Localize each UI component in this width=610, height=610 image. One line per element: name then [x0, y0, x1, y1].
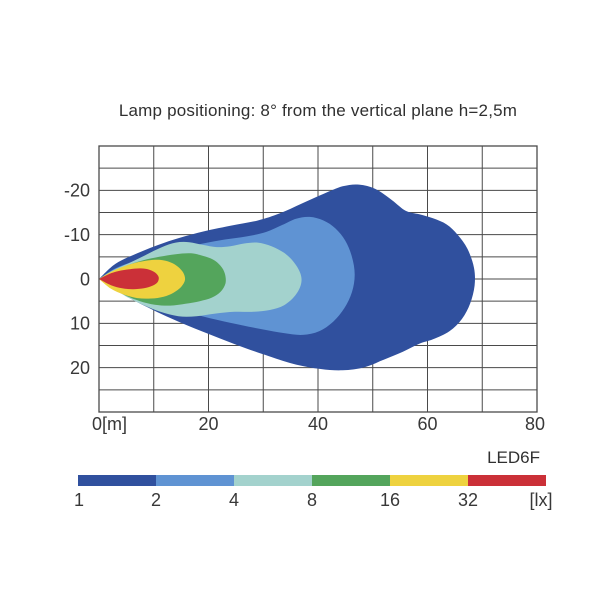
- x-axis-label-80: 80: [525, 414, 545, 434]
- y-axis-label-10: 10: [70, 314, 90, 334]
- legend-colorbar: [78, 475, 546, 486]
- legend-value-8: 8: [306, 490, 318, 510]
- legend-segment-4lx: [234, 475, 312, 486]
- legend-unit-label: [lx]: [529, 490, 553, 510]
- contour-32lx: [99, 268, 159, 290]
- legend-value-4: 4: [228, 490, 240, 510]
- x-axis-label-0m: 0[m]: [92, 414, 127, 434]
- y-axis-label-20: 20: [70, 358, 90, 378]
- x-axis-label-20: 20: [198, 414, 218, 434]
- x-axis-labels: 0[m] 20 40 60 80: [92, 414, 545, 434]
- legend-value-1: 1: [73, 490, 85, 510]
- y-axis-label--10: -10: [64, 225, 90, 245]
- legend-segment-16lx: [390, 475, 468, 486]
- y-axis-label--20: -20: [64, 181, 90, 201]
- legend-segment-32lx: [468, 475, 546, 486]
- plot-border: [98, 145, 538, 413]
- legend-segment-2lx: [156, 475, 234, 486]
- x-axis-label-40: 40: [308, 414, 328, 434]
- y-axis-labels: -20 -10 0 10 20: [64, 181, 90, 379]
- legend-segment-8lx: [312, 475, 390, 486]
- x-axis-label-60: 60: [417, 414, 437, 434]
- isolux-plot: -20 -10 0 10 20 0[m] 20 40 60 80: [64, 145, 545, 434]
- legend-segment-1lx: [78, 475, 156, 486]
- legend-value-16: 16: [379, 490, 401, 510]
- chart-title: Lamp positioning: 8° from the vertical p…: [118, 101, 518, 120]
- legend-series-name: LED6F: [487, 448, 540, 467]
- legend-value-2: 2: [150, 490, 162, 510]
- y-axis-label-0: 0: [80, 269, 90, 289]
- legend-value-32: 32: [457, 490, 479, 510]
- beam-contours: [99, 184, 475, 371]
